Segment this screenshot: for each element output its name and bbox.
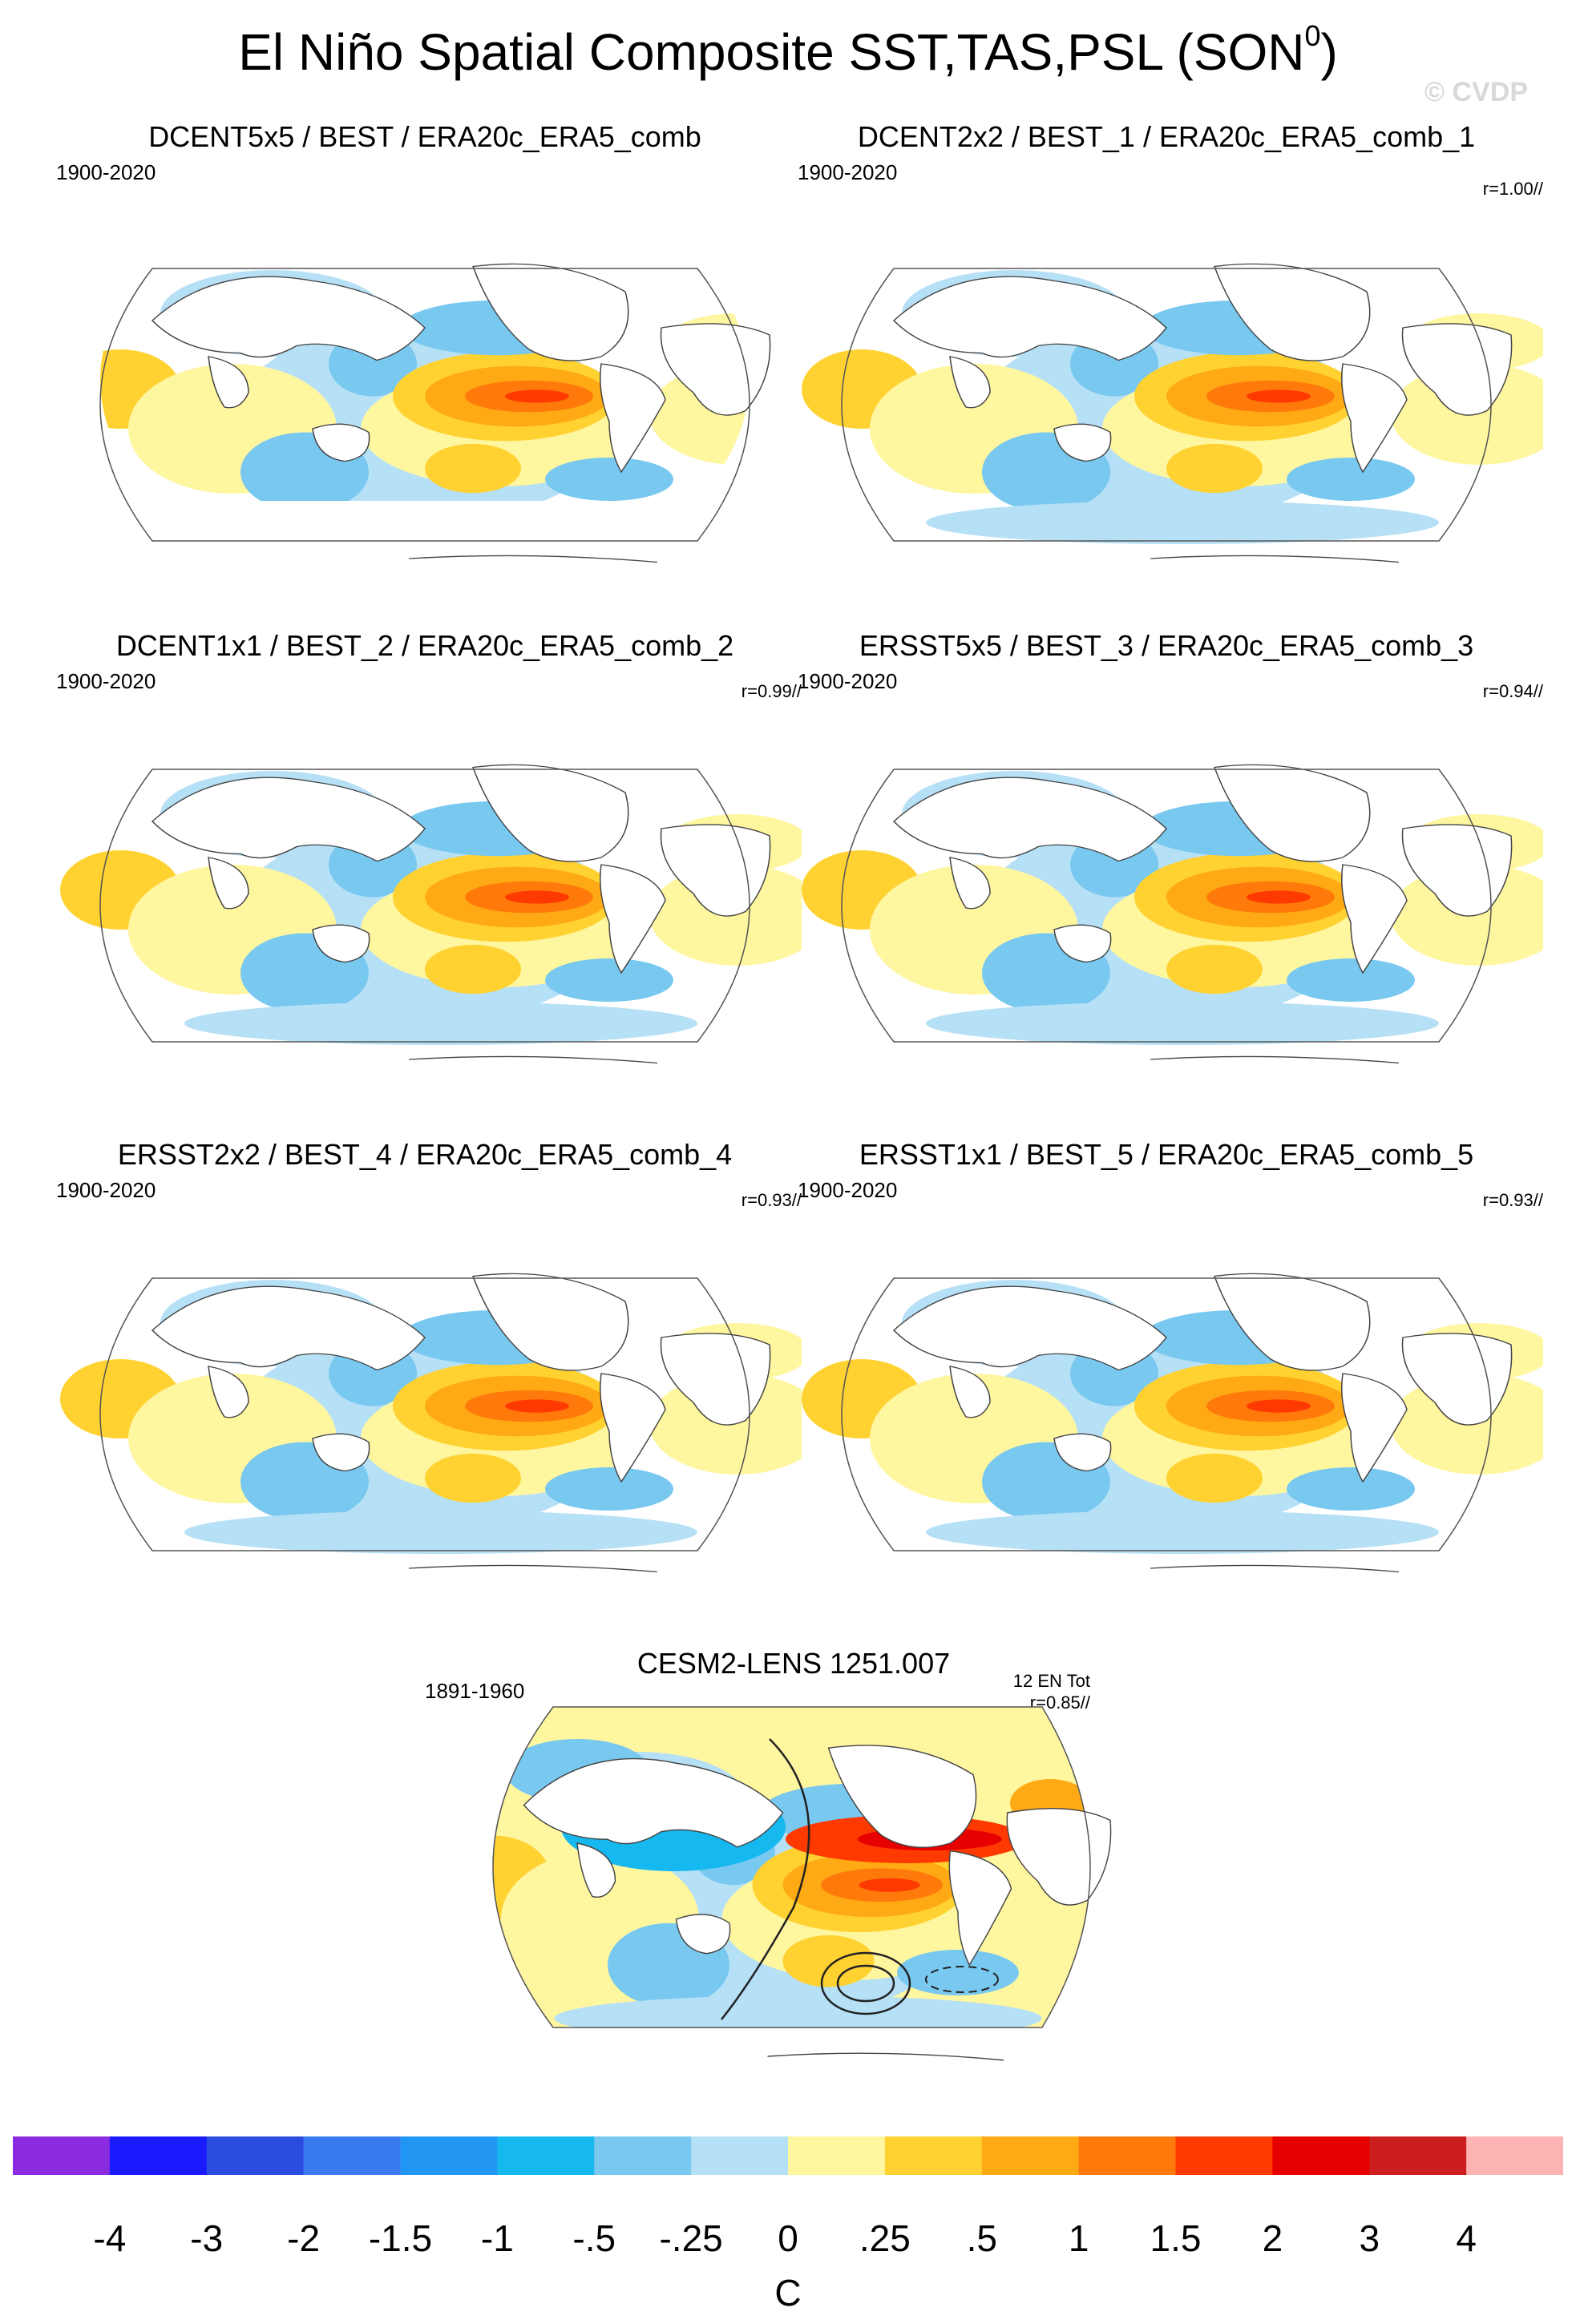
panel-title: DCENT2x2 / BEST_1 / ERA20c_ERA5_comb_1 bbox=[857, 120, 1476, 153]
panel-period: 1900-2020 bbox=[798, 160, 898, 184]
panel-period: 1891-1960 bbox=[425, 1679, 525, 1703]
map-panel: DCENT2x2 / BEST_1 / ERA20c_ERA5_comb_1 1… bbox=[790, 116, 1543, 597]
colorbar: -4 -3 -2 -1.5 -1 -.5 -.25 0 .25 .5 1 1.5 2 3 4 C bbox=[13, 2136, 1564, 2321]
colorbar-tick-label: 3 bbox=[1359, 2217, 1380, 2259]
colorbar-tick-label: -3 bbox=[190, 2217, 224, 2259]
colorbar-bin bbox=[400, 2136, 498, 2175]
figure-title: El Niño Spatial Composite SST,TAS,PSL (S… bbox=[238, 19, 1338, 81]
panel-title: DCENT1x1 / BEST_2 / ERA20c_ERA5_comb_2 bbox=[115, 629, 734, 662]
colorbar-bin bbox=[109, 2136, 208, 2175]
panel-title: DCENT5x5 / BEST / ERA20c_ERA5_comb bbox=[148, 120, 701, 153]
robinson-map bbox=[99, 263, 771, 563]
panel-period: 1900-2020 bbox=[798, 1178, 898, 1202]
pattern-correlation: r=0.93// bbox=[741, 1190, 802, 1210]
colorbar-tick-label: 2 bbox=[1262, 2217, 1283, 2259]
colorbar-unit: C bbox=[774, 2272, 802, 2314]
robinson-map bbox=[60, 1273, 802, 1573]
colorbar-tick-label: 1.5 bbox=[1150, 2217, 1202, 2259]
robinson-map bbox=[492, 1706, 1112, 2061]
colorbar-bin bbox=[1466, 2136, 1564, 2175]
colorbar-tick-label: .5 bbox=[966, 2217, 997, 2259]
panel-period: 1900-2020 bbox=[56, 669, 156, 693]
colorbar-bin bbox=[981, 2136, 1080, 2175]
colorbar-tick-label: -.25 bbox=[659, 2217, 723, 2259]
map-panel: ERSST1x1 / BEST_5 / ERA20c_ERA5_comb_5 1… bbox=[790, 1134, 1543, 1615]
colorbar-bin bbox=[1369, 2136, 1467, 2175]
panel-title: ERSST1x1 / BEST_5 / ERA20c_ERA5_comb_5 bbox=[859, 1138, 1474, 1171]
colorbar-bin bbox=[1078, 2136, 1176, 2175]
colorbar-tick-label: -2 bbox=[287, 2217, 321, 2259]
map-panel: DCENT5x5 / BEST / ERA20c_ERA5_comb 1900-… bbox=[48, 116, 802, 597]
colorbar-bin bbox=[13, 2136, 111, 2175]
colorbar-tick-label: 1 bbox=[1068, 2217, 1089, 2259]
map-panel: DCENT1x1 / BEST_2 / ERA20c_ERA5_comb_2 1… bbox=[48, 625, 802, 1106]
pattern-correlation: r=1.00// bbox=[1482, 179, 1543, 199]
panel-period: 1900-2020 bbox=[56, 160, 156, 184]
colorbar-bin bbox=[1272, 2136, 1370, 2175]
colorbar-bin bbox=[884, 2136, 983, 2175]
model-map-panel: CESM2-LENS 1251.007 1891-1960 12 EN Tot … bbox=[417, 1643, 1170, 2108]
colorbar-bin bbox=[691, 2136, 789, 2175]
colorbar-tick-label: .25 bbox=[859, 2217, 911, 2259]
colorbar-bin bbox=[594, 2136, 692, 2175]
colorbar-bin bbox=[497, 2136, 595, 2175]
colorbar-bin bbox=[788, 2136, 886, 2175]
panel-title: ERSST5x5 / BEST_3 / ERA20c_ERA5_comb_3 bbox=[859, 629, 1474, 662]
colorbar-bin bbox=[1175, 2136, 1273, 2175]
panel-period: 1900-2020 bbox=[56, 1178, 156, 1202]
map-panel: ERSST5x5 / BEST_3 / ERA20c_ERA5_comb_3 1… bbox=[790, 625, 1543, 1106]
pattern-correlation: r=0.93// bbox=[1482, 1190, 1543, 1210]
panel-title: CESM2-LENS 1251.007 bbox=[636, 1647, 951, 1680]
pattern-correlation: r=0.99// bbox=[741, 681, 802, 701]
map-panel: ERSST2x2 / BEST_4 / ERA20c_ERA5_comb_4 1… bbox=[48, 1134, 802, 1615]
colorbar-tick-label: 4 bbox=[1456, 2217, 1477, 2259]
pattern-correlation: r=0.94// bbox=[1482, 681, 1543, 701]
cvdp-watermark: © CVDP bbox=[1424, 77, 1528, 107]
colorbar-bin bbox=[206, 2136, 305, 2175]
robinson-map bbox=[802, 263, 1543, 563]
panel-period: 1900-2020 bbox=[798, 669, 898, 693]
colorbar-tick-label: -1 bbox=[480, 2217, 514, 2259]
colorbar-bin bbox=[303, 2136, 401, 2175]
colorbar-tick-label: 0 bbox=[778, 2217, 798, 2259]
colorbar-bins bbox=[13, 2136, 1564, 2175]
robinson-map bbox=[802, 1273, 1543, 1573]
event-count: 12 EN Tot bbox=[1012, 1671, 1090, 1691]
colorbar-tick-label: -1.5 bbox=[368, 2217, 433, 2259]
colorbar-tick-label: -4 bbox=[93, 2217, 127, 2259]
panel-title: ERSST2x2 / BEST_4 / ERA20c_ERA5_comb_4 bbox=[117, 1138, 733, 1171]
robinson-map bbox=[60, 764, 802, 1064]
colorbar-tick-label: -.5 bbox=[572, 2217, 616, 2259]
robinson-map bbox=[802, 764, 1543, 1064]
